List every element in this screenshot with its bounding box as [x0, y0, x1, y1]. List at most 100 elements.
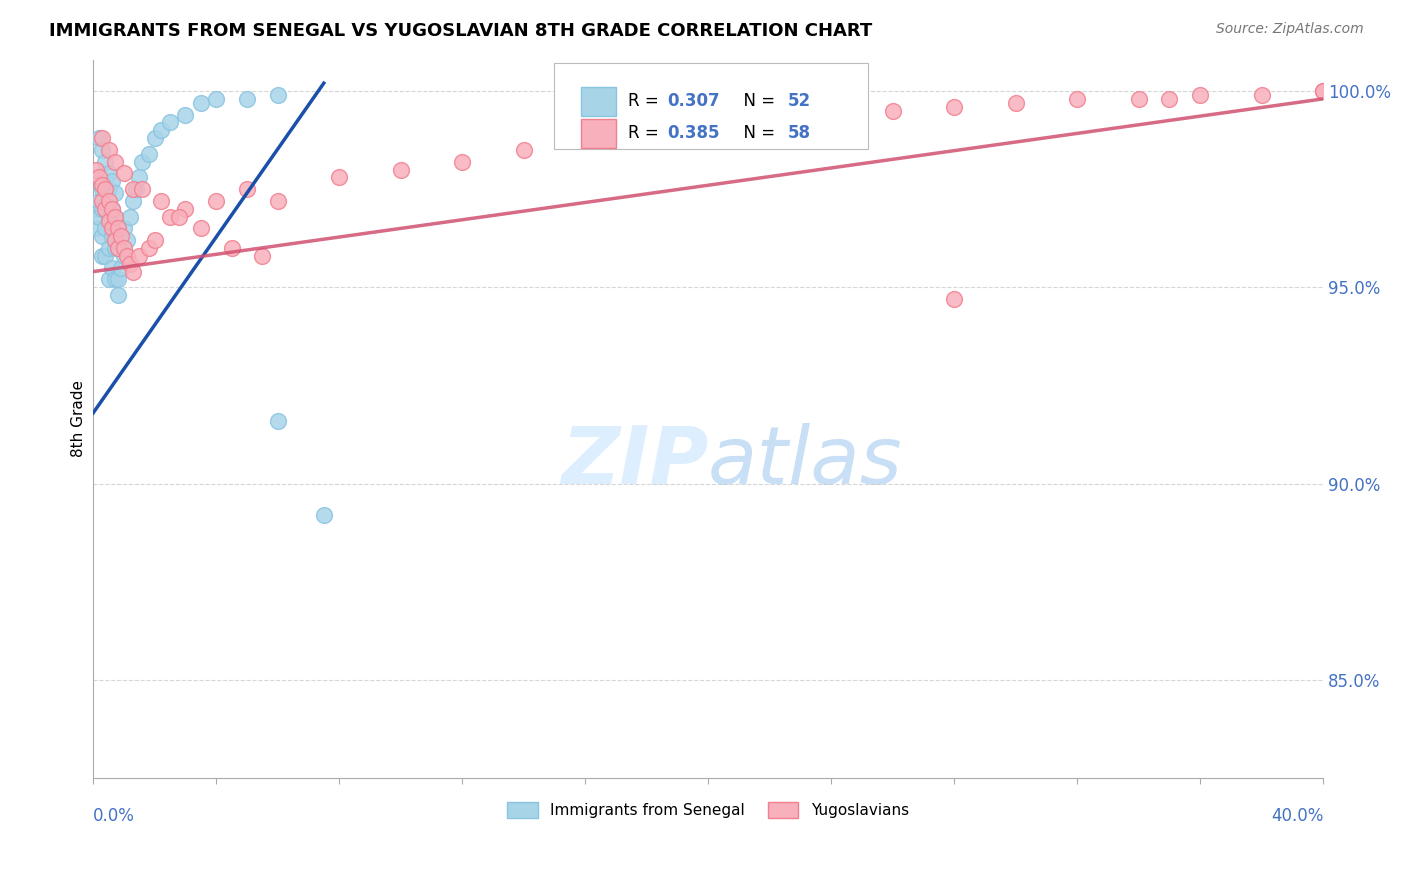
Point [100, 202, 122, 216]
Point [131, 154, 153, 169]
Point [820, 107, 842, 121]
Point [1250, 87, 1272, 102]
Point [97, 272, 120, 286]
Point [174, 202, 197, 216]
Point [94, 202, 117, 216]
Point [91, 131, 114, 145]
Point [104, 241, 127, 255]
Text: 58: 58 [789, 124, 811, 142]
Point [94, 182, 117, 196]
Point [112, 221, 135, 235]
Text: 40.0%: 40.0% [1271, 806, 1323, 825]
Point [236, 92, 259, 106]
Point [100, 260, 122, 275]
Point [91, 143, 114, 157]
Point [100, 174, 122, 188]
Text: Source: ZipAtlas.com: Source: ZipAtlas.com [1216, 22, 1364, 37]
Point [266, 414, 288, 428]
Point [91, 249, 114, 263]
Point [131, 182, 153, 196]
Point [451, 154, 474, 169]
Point [107, 272, 129, 286]
Point [328, 170, 350, 185]
Point [84, 221, 107, 235]
Text: N =: N = [733, 124, 780, 142]
Point [104, 272, 127, 286]
Point [389, 162, 412, 177]
Point [236, 182, 259, 196]
Point [115, 249, 138, 263]
Point [128, 170, 150, 185]
Point [943, 100, 966, 114]
Point [91, 202, 114, 216]
Text: IMMIGRANTS FROM SENEGAL VS YUGOSLAVIAN 8TH GRADE CORRELATION CHART: IMMIGRANTS FROM SENEGAL VS YUGOSLAVIAN 8… [49, 22, 873, 40]
Point [190, 221, 212, 235]
Point [112, 241, 135, 255]
Point [512, 143, 534, 157]
Point [91, 194, 114, 208]
Point [636, 123, 658, 137]
Point [125, 182, 148, 196]
Point [91, 229, 114, 244]
Point [122, 182, 145, 196]
Point [1066, 92, 1088, 106]
Text: atlas: atlas [709, 423, 903, 501]
Point [159, 210, 181, 224]
Point [110, 229, 132, 244]
Point [110, 260, 132, 275]
Point [1312, 84, 1334, 98]
Text: ZIP: ZIP [561, 423, 709, 501]
Point [149, 123, 172, 137]
Point [138, 146, 160, 161]
Point [122, 194, 145, 208]
Point [91, 178, 114, 193]
Point [143, 131, 166, 145]
Point [104, 186, 127, 200]
Text: 0.307: 0.307 [668, 92, 720, 110]
Point [97, 182, 120, 196]
Text: N =: N = [733, 92, 780, 110]
Point [100, 202, 122, 216]
Point [221, 241, 243, 255]
Text: R =: R = [628, 124, 664, 142]
Point [94, 202, 117, 216]
Point [149, 194, 172, 208]
Point [97, 143, 120, 157]
Point [94, 249, 117, 263]
Point [107, 241, 129, 255]
Point [89, 194, 111, 208]
Point [89, 170, 111, 185]
Point [84, 202, 107, 216]
Text: 0.385: 0.385 [668, 124, 720, 142]
Point [169, 210, 191, 224]
Point [89, 131, 111, 145]
Point [107, 241, 129, 255]
Point [97, 166, 120, 180]
Point [97, 213, 120, 227]
Point [138, 241, 160, 255]
Point [97, 210, 120, 224]
Text: 52: 52 [789, 92, 811, 110]
FancyBboxPatch shape [582, 87, 616, 116]
Legend: Immigrants from Senegal, Yugoslavians: Immigrants from Senegal, Yugoslavians [502, 796, 915, 824]
Point [1004, 95, 1026, 110]
Point [190, 95, 212, 110]
Point [89, 210, 111, 224]
Text: R =: R = [628, 92, 664, 110]
Point [205, 92, 228, 106]
Point [112, 166, 135, 180]
Point [122, 264, 145, 278]
Point [84, 162, 107, 177]
Point [574, 131, 596, 145]
Point [120, 257, 142, 271]
Point [115, 233, 138, 247]
Point [104, 233, 127, 247]
Point [104, 210, 127, 224]
Point [143, 233, 166, 247]
Point [1189, 87, 1212, 102]
Point [112, 249, 135, 263]
Point [104, 210, 127, 224]
Point [266, 194, 288, 208]
Point [159, 115, 181, 129]
Point [97, 241, 120, 255]
